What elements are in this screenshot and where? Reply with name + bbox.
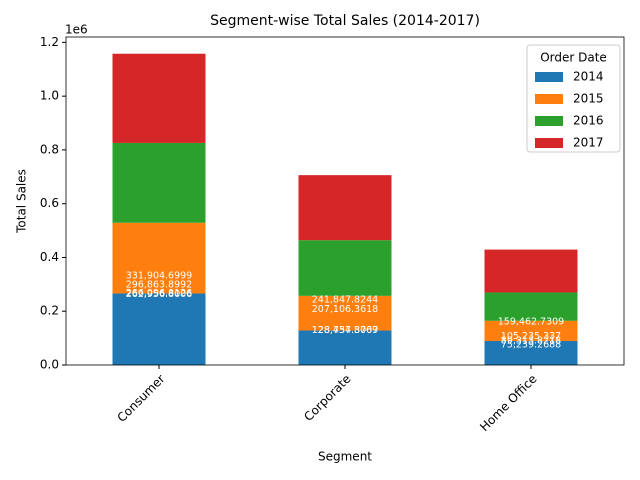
bar-segment <box>112 142 206 223</box>
data-label: 266,096.8126 <box>126 288 192 299</box>
data-label: 262,956.8006 <box>126 289 192 300</box>
y-tick-label: 0.2 <box>40 304 59 318</box>
legend-label: 2015 <box>573 92 604 106</box>
bar-segment <box>112 222 206 294</box>
legend-swatch <box>535 138 563 148</box>
legend-label: 2014 <box>573 70 604 84</box>
chart-title: Segment-wise Total Sales (2014-2017) <box>210 13 480 29</box>
data-label: 75,239.2688 <box>501 339 561 350</box>
bar-segment <box>484 320 578 341</box>
y-tick-label: 1.2 <box>40 35 59 49</box>
y-tick-label: 0.0 <box>40 358 59 372</box>
legend-swatch <box>535 72 563 82</box>
bar-segment <box>484 340 578 365</box>
data-label: 105,235.337 <box>501 331 561 342</box>
legend-title: Order Date <box>540 51 607 65</box>
bar-segment <box>298 295 392 331</box>
legend-label: 2016 <box>573 114 604 128</box>
bar-segment <box>112 53 206 143</box>
x-axis-label: Segment <box>318 450 372 464</box>
data-label: 296,863.8992 <box>126 280 192 291</box>
bar-segment <box>484 292 578 321</box>
legend-swatch <box>535 94 563 104</box>
y-tick-label: 1.0 <box>40 89 59 103</box>
data-label: 159,462.7309 <box>498 317 564 328</box>
y-tick-label: 0.8 <box>40 142 59 156</box>
y-tick-label: 0.6 <box>40 196 59 210</box>
legend-swatch <box>535 116 563 126</box>
bar-segment <box>298 330 392 365</box>
data-label: 128,757.3069 <box>312 325 378 336</box>
y-axis-label: Total Sales <box>15 169 29 234</box>
axes-frame <box>65 36 625 366</box>
bar-segment <box>298 240 392 296</box>
bar-segment <box>298 175 392 241</box>
x-tick-label: Consumer <box>114 372 167 425</box>
legend-label: 2017 <box>573 136 604 150</box>
data-label: 128,434.8707 <box>312 325 378 336</box>
x-tick-label: Corporate <box>301 372 353 424</box>
bar-segment <box>112 293 206 365</box>
y-offset-label: 1e6 <box>65 23 88 37</box>
data-label: 241,847.8244 <box>312 294 378 305</box>
x-tick-label: Home Office <box>477 372 539 434</box>
bar-segment <box>484 249 578 293</box>
data-label: 331,904.6999 <box>126 270 192 281</box>
data-label: 89,313.8218 <box>501 335 561 346</box>
y-tick-label: 0.4 <box>40 250 59 264</box>
data-label: 207,106.3618 <box>312 304 378 315</box>
